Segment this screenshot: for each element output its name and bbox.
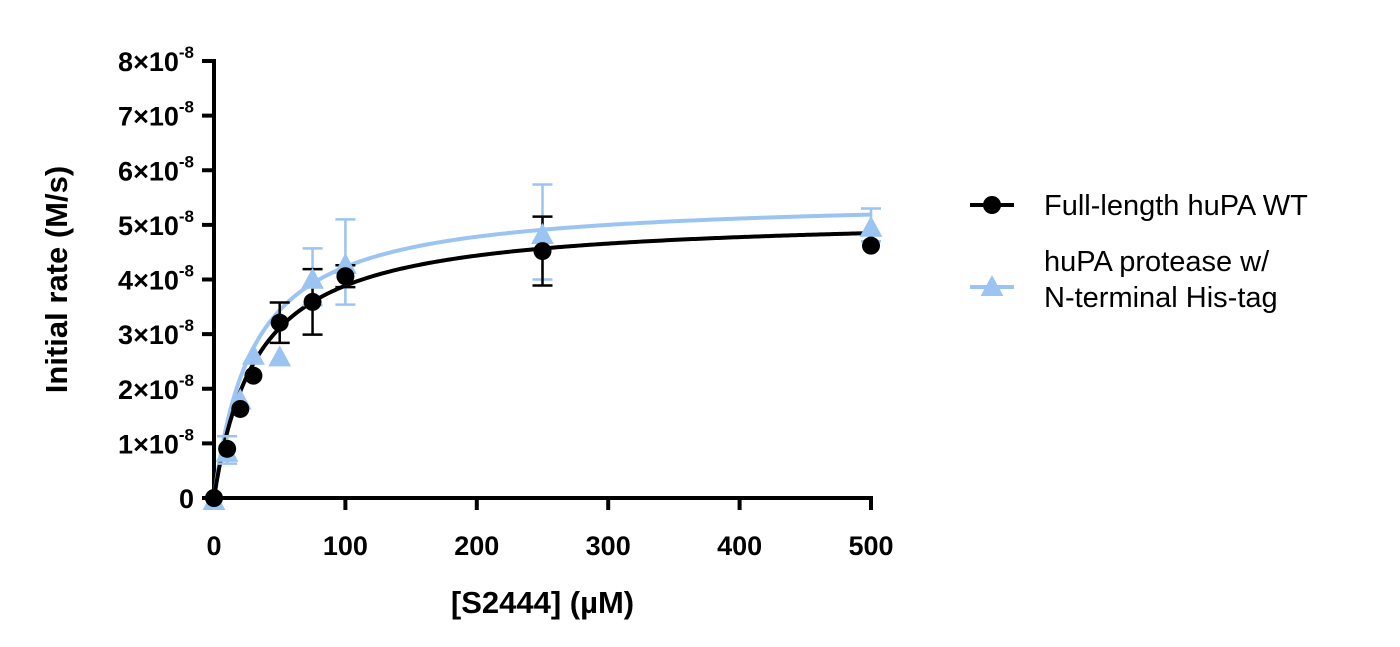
x-tick-label: 400 bbox=[717, 531, 762, 561]
data-point bbox=[218, 439, 237, 458]
x-tick-label: 300 bbox=[586, 531, 631, 561]
y-axis-title: Initial rate (M/s) bbox=[39, 166, 74, 393]
data-point bbox=[270, 313, 289, 332]
legend-marker bbox=[980, 275, 1004, 296]
x-tick-label: 500 bbox=[848, 531, 893, 561]
data-points bbox=[202, 215, 883, 510]
x-tick-label: 100 bbox=[323, 531, 368, 561]
y-tick-label: 7×10-8 bbox=[118, 98, 194, 132]
data-point bbox=[301, 267, 324, 289]
y-tick-label: 8×10-8 bbox=[118, 43, 194, 77]
y-tick-label: 0 bbox=[179, 484, 194, 514]
legend-label: Full-length huPA WT bbox=[1044, 190, 1308, 222]
data-point bbox=[231, 399, 250, 418]
x-tick-label: 0 bbox=[206, 531, 221, 561]
data-point bbox=[862, 236, 880, 255]
y-tick-label: 4×10-8 bbox=[118, 262, 194, 296]
y-tick-label: 5×10-8 bbox=[118, 207, 194, 241]
data-point bbox=[533, 242, 552, 261]
x-axis-title: [S2444] (µM) bbox=[451, 585, 634, 620]
data-point bbox=[531, 222, 554, 244]
data-point bbox=[334, 253, 357, 275]
data-point bbox=[336, 267, 355, 286]
data-point bbox=[303, 292, 322, 311]
y-tick-label: 6×10-8 bbox=[118, 152, 194, 186]
data-point bbox=[859, 215, 883, 237]
legend: Full-length huPA WT huPA protease w/N-ter… bbox=[970, 190, 1308, 314]
axes: 0 100 200 300 400 500 0 1×10-8 2×10-8 3×10-8 4×10-… bbox=[118, 43, 893, 561]
data-point bbox=[242, 343, 265, 365]
data-point bbox=[268, 345, 292, 367]
legend-label: huPA protease w/ bbox=[1044, 246, 1270, 278]
legend-label: N-terminal His-tag bbox=[1044, 282, 1278, 314]
error-bars bbox=[217, 183, 881, 465]
y-tick-label: 3×10-8 bbox=[118, 316, 194, 350]
y-tick-label: 2×10-8 bbox=[118, 371, 194, 405]
data-point bbox=[205, 489, 223, 507]
data-point bbox=[244, 366, 263, 385]
y-tick-label: 1×10-8 bbox=[118, 425, 194, 459]
x-tick-label: 200 bbox=[454, 531, 499, 561]
legend-marker bbox=[983, 196, 1001, 214]
